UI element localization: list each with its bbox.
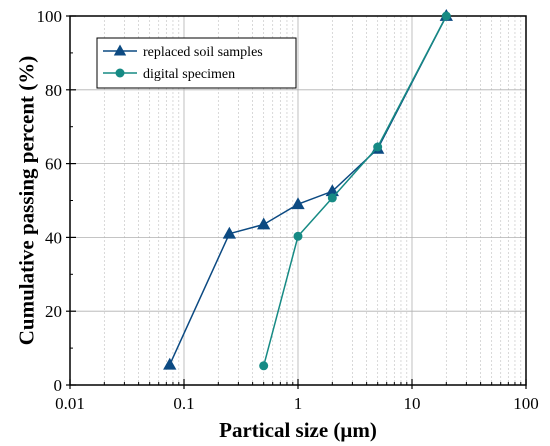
y-tick-label: 40: [45, 228, 62, 247]
y-tick-label: 80: [45, 81, 62, 100]
legend-entry-digital-specimen: digital specimen: [103, 67, 235, 82]
x-tick-label: 0.1: [173, 394, 194, 413]
data-point-triangle: [222, 226, 237, 239]
y-tick-label: 0: [54, 376, 63, 395]
data-point-circle: [293, 231, 303, 241]
legend: replaced soil samples digital specimen: [96, 37, 297, 89]
legend-box: [96, 37, 297, 89]
legend-label-replaced-soil-samples: replaced soil samples: [143, 45, 263, 60]
x-tick-label: 1: [294, 394, 303, 413]
axis-ticks: 0.01 0.1 1 10 100 0 20 40 60 80 100: [37, 7, 539, 413]
y-tick-label: 20: [45, 302, 62, 321]
data-point-triangle: [163, 357, 177, 370]
x-tick-label: 10: [404, 394, 421, 413]
x-tick-label: 0.01: [55, 394, 85, 413]
legend-marker-circle: [115, 68, 125, 78]
x-tick-label: 100: [513, 394, 539, 413]
legend-marker-triangle: [113, 44, 127, 56]
series: [163, 9, 453, 371]
y-axis-title: Cumulative passing percent (%): [14, 56, 38, 346]
legend-entry-replaced-soil-samples: replaced soil samples: [103, 44, 263, 60]
x-axis-title: Partical size (μm): [219, 418, 377, 442]
data-point-circle: [441, 11, 451, 21]
data-point-triangle: [257, 217, 271, 230]
data-point-triangle: [291, 197, 305, 210]
y-tick-label: 100: [37, 7, 63, 26]
data-point-circle: [373, 142, 383, 152]
legend-label-digital-specimen: digital specimen: [143, 67, 235, 82]
data-point-circle: [327, 193, 337, 203]
data-point-circle: [259, 361, 269, 371]
y-tick-label: 60: [45, 155, 62, 174]
